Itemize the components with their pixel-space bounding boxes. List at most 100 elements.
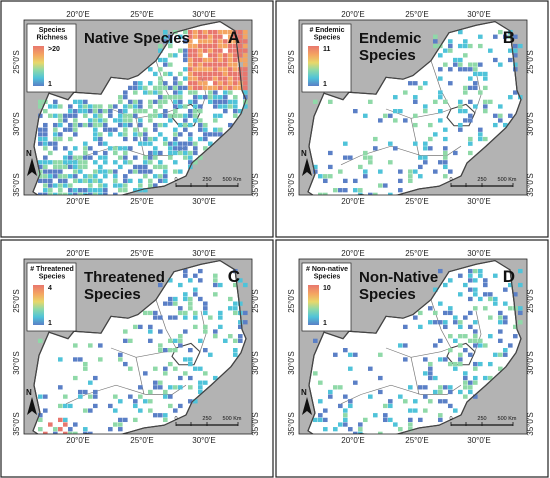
scale-bar-label: 0	[174, 177, 177, 183]
y-tick-label: 30°0'S	[12, 351, 21, 374]
occupancy-cell	[128, 146, 133, 151]
occupancy-cell	[83, 408, 88, 413]
occupancy-cell	[113, 178, 118, 184]
occupancy-cell	[68, 183, 73, 188]
occupancy-cell	[158, 348, 163, 353]
occupancy-cell	[438, 399, 443, 404]
occupancy-cell	[168, 71, 173, 77]
occupancy-cell	[63, 183, 68, 188]
province-boundary	[410, 118, 420, 156]
occupancy-cell	[228, 81, 233, 86]
occupancy-cell	[403, 357, 408, 362]
occupancy-cell	[343, 178, 348, 184]
occupancy-cell	[173, 109, 178, 114]
occupancy-cell	[223, 71, 228, 77]
occupancy-cell	[63, 431, 68, 434]
occupancy-cell	[113, 146, 118, 151]
occupancy-cell	[473, 268, 478, 274]
occupancy-cell	[148, 81, 153, 86]
occupancy-cell	[213, 29, 218, 35]
occupancy-cell	[183, 104, 188, 109]
occupancy-cell	[98, 343, 103, 348]
occupancy-cell	[348, 352, 353, 357]
occupancy-cell	[123, 338, 128, 343]
occupancy-cell	[223, 43, 228, 49]
occupancy-cell	[228, 71, 233, 77]
occupancy-cell	[203, 39, 208, 44]
occupancy-cell	[153, 183, 158, 188]
occupancy-cell	[443, 174, 448, 179]
occupancy-cell	[398, 109, 403, 114]
occupancy-cell	[458, 127, 463, 132]
occupancy-cell	[493, 34, 498, 39]
occupancy-cell	[333, 352, 338, 357]
occupancy-cell	[198, 57, 203, 63]
occupancy-cell	[443, 385, 448, 390]
occupancy-cell	[208, 67, 213, 72]
occupancy-cell	[148, 104, 153, 109]
x-tick-label: 30°0'E	[467, 197, 490, 206]
occupancy-cell	[198, 34, 203, 39]
north-arrow-icon	[27, 397, 37, 415]
occupancy-cell	[468, 296, 473, 302]
occupancy-cell	[423, 146, 428, 151]
occupancy-cell	[448, 81, 453, 86]
y-tick-label: 30°0'S	[526, 112, 535, 135]
occupancy-cell	[233, 338, 238, 343]
occupancy-cell	[53, 104, 58, 109]
occupancy-cell	[198, 389, 203, 395]
legend-colorbar	[33, 46, 44, 86]
legend-title: # Non-native	[306, 266, 348, 273]
occupancy-cell	[483, 282, 488, 288]
occupancy-cell	[143, 132, 148, 137]
occupancy-cell	[443, 164, 448, 170]
occupancy-cell	[208, 90, 213, 95]
occupancy-cell	[358, 431, 363, 434]
occupancy-cell	[78, 99, 83, 104]
occupancy-cell	[183, 29, 188, 35]
occupancy-cell	[453, 62, 458, 67]
occupancy-cell	[88, 183, 93, 188]
occupancy-cell	[108, 113, 113, 118]
legend-title: # Endemic	[309, 27, 344, 34]
occupancy-cell	[243, 43, 248, 49]
occupancy-cell	[213, 282, 218, 288]
occupancy-cell	[158, 385, 163, 390]
occupancy-cell	[233, 310, 238, 316]
occupancy-cell	[168, 62, 173, 67]
occupancy-cell	[463, 385, 468, 390]
occupancy-cell	[218, 67, 223, 72]
occupancy-cell	[498, 310, 503, 316]
occupancy-cell	[203, 62, 208, 67]
occupancy-cell	[343, 141, 348, 146]
occupancy-cell	[363, 155, 368, 160]
occupancy-cell	[213, 104, 218, 109]
occupancy-cell	[458, 67, 463, 72]
province-boundary	[340, 155, 362, 166]
occupancy-cell	[148, 155, 153, 160]
occupancy-cell	[473, 366, 478, 371]
occupancy-cell	[438, 95, 443, 100]
occupancy-cell	[243, 104, 248, 109]
occupancy-cell	[238, 301, 243, 306]
occupancy-cell	[123, 122, 128, 128]
occupancy-cell	[73, 169, 78, 174]
occupancy-cell	[448, 334, 453, 339]
occupancy-cell	[473, 329, 478, 334]
occupancy-cell	[213, 273, 218, 278]
occupancy-cell	[333, 188, 338, 193]
occupancy-cell	[168, 141, 173, 146]
occupancy-cell	[113, 422, 118, 427]
occupancy-cell	[183, 268, 188, 274]
occupancy-cell	[203, 329, 208, 334]
y-tick-label: 25°0'S	[526, 50, 535, 73]
occupancy-cell	[53, 427, 58, 432]
occupancy-cell	[488, 334, 493, 339]
occupancy-cell	[158, 76, 163, 81]
occupancy-cell	[463, 43, 468, 49]
occupancy-cell	[103, 192, 108, 195]
occupancy-cell	[158, 343, 163, 348]
occupancy-cell	[168, 118, 173, 123]
occupancy-cell	[218, 48, 223, 53]
occupancy-cell	[488, 48, 493, 53]
